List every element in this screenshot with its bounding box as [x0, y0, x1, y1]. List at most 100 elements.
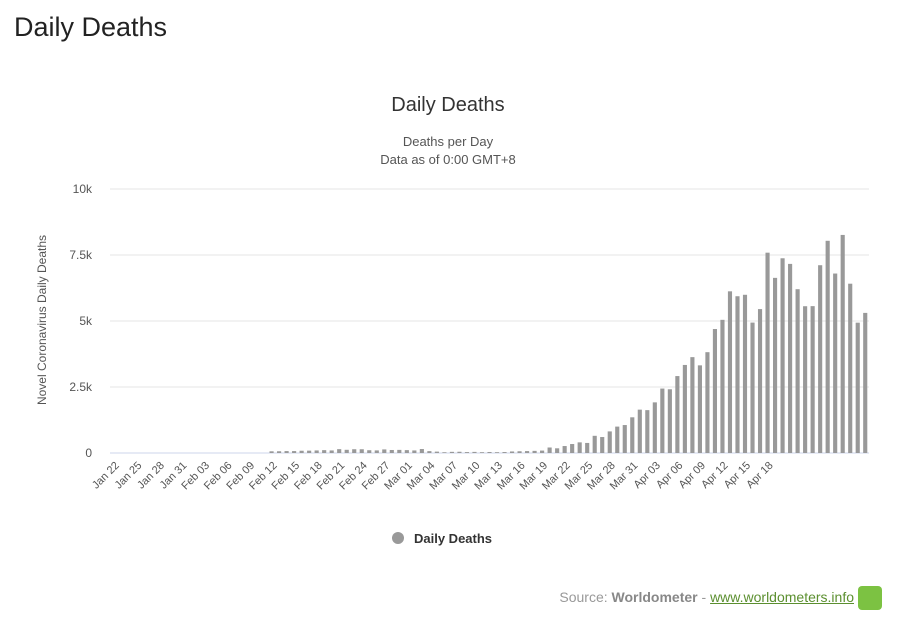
y-tick-label: 0 [85, 446, 92, 460]
bar[interactable] [337, 449, 342, 453]
bar[interactable] [494, 452, 500, 453]
bar[interactable] [810, 306, 815, 453]
legend-marker-icon[interactable] [392, 532, 404, 544]
bar[interactable] [825, 240, 830, 453]
bar[interactable] [555, 448, 560, 453]
bar[interactable] [577, 442, 582, 453]
bar[interactable] [630, 417, 635, 453]
bar[interactable] [329, 450, 334, 453]
source-prefix: Source: [559, 589, 608, 605]
bar[interactable] [660, 388, 665, 453]
bar[interactable] [848, 283, 853, 453]
bar[interactable] [397, 449, 402, 453]
bar[interactable] [314, 450, 319, 453]
bar[interactable] [472, 451, 477, 453]
bars [269, 234, 868, 453]
page-title: Daily Deaths [14, 12, 168, 42]
bar[interactable] [367, 450, 372, 453]
bar[interactable] [570, 444, 575, 453]
bar[interactable] [352, 449, 357, 453]
bar[interactable] [479, 452, 485, 453]
bar[interactable] [742, 294, 748, 453]
bar[interactable] [818, 265, 823, 453]
bar[interactable] [464, 452, 470, 453]
bar[interactable] [622, 425, 627, 453]
source-link[interactable]: www.worldometers.info [710, 589, 854, 605]
bar[interactable] [307, 450, 312, 453]
bar[interactable] [419, 449, 424, 453]
source-name: Worldometer [611, 589, 698, 605]
bar[interactable] [750, 322, 755, 453]
bar[interactable] [532, 450, 537, 453]
bar[interactable] [600, 437, 605, 453]
bar[interactable] [540, 450, 545, 453]
bar[interactable] [344, 449, 349, 453]
bar[interactable] [833, 273, 838, 453]
chart-title: Daily Deaths [391, 94, 504, 116]
y-tick-labels: 0 2.5k 5k 7.5k 10k [69, 182, 93, 460]
bar[interactable] [615, 426, 620, 453]
grid-lines [110, 188, 869, 454]
bar[interactable] [562, 446, 567, 453]
bar[interactable] [389, 449, 394, 453]
bar[interactable] [457, 451, 462, 453]
bar[interactable] [517, 451, 522, 453]
bar[interactable] [780, 258, 785, 453]
bar[interactable] [277, 451, 282, 453]
bar[interactable] [757, 309, 763, 453]
bar[interactable] [585, 442, 590, 453]
bar[interactable] [487, 451, 492, 453]
bar[interactable] [382, 449, 387, 453]
bar[interactable] [502, 452, 507, 453]
bar[interactable] [525, 451, 530, 453]
bar[interactable] [269, 451, 274, 453]
bar[interactable] [427, 451, 432, 453]
y-tick-label: 7.5k [69, 248, 93, 262]
bar[interactable] [705, 352, 710, 453]
bar[interactable] [592, 435, 597, 453]
bar[interactable] [607, 431, 612, 453]
bar[interactable] [720, 319, 725, 453]
worldometer-logo-icon[interactable] [858, 586, 882, 610]
bar[interactable] [359, 449, 364, 453]
bar[interactable] [795, 289, 800, 453]
bar[interactable] [735, 296, 740, 453]
bar[interactable] [697, 365, 702, 453]
bar[interactable] [803, 306, 808, 453]
y-tick-label: 5k [79, 314, 93, 328]
bar[interactable] [322, 450, 327, 453]
bar[interactable] [765, 252, 770, 453]
legend[interactable]: Daily Deaths [392, 531, 492, 546]
bar[interactable] [637, 409, 642, 453]
bar[interactable] [682, 364, 687, 453]
bar[interactable] [712, 329, 718, 453]
legend-label[interactable]: Daily Deaths [414, 531, 492, 546]
bar[interactable] [667, 389, 672, 453]
bar[interactable] [645, 410, 650, 453]
bar[interactable] [547, 447, 552, 453]
bar[interactable] [509, 451, 515, 453]
bar[interactable] [788, 263, 793, 453]
bar[interactable] [412, 450, 417, 453]
y-tick-label: 10k [73, 182, 93, 196]
bar[interactable] [727, 291, 733, 453]
bar[interactable] [292, 451, 297, 453]
bar[interactable] [284, 451, 289, 453]
bar[interactable] [675, 376, 680, 453]
bar[interactable] [404, 450, 409, 453]
y-tick-label: 2.5k [69, 380, 93, 394]
bar[interactable] [855, 322, 860, 453]
bar[interactable] [840, 234, 845, 453]
source-separator: - [701, 589, 707, 605]
bar[interactable] [299, 450, 304, 453]
bar[interactable] [374, 450, 379, 453]
bar[interactable] [690, 357, 695, 453]
bar[interactable] [863, 312, 868, 453]
bar[interactable] [442, 452, 447, 453]
bar[interactable] [772, 277, 778, 453]
bar[interactable] [652, 402, 657, 453]
bar[interactable] [434, 451, 439, 453]
bar[interactable] [449, 451, 454, 453]
